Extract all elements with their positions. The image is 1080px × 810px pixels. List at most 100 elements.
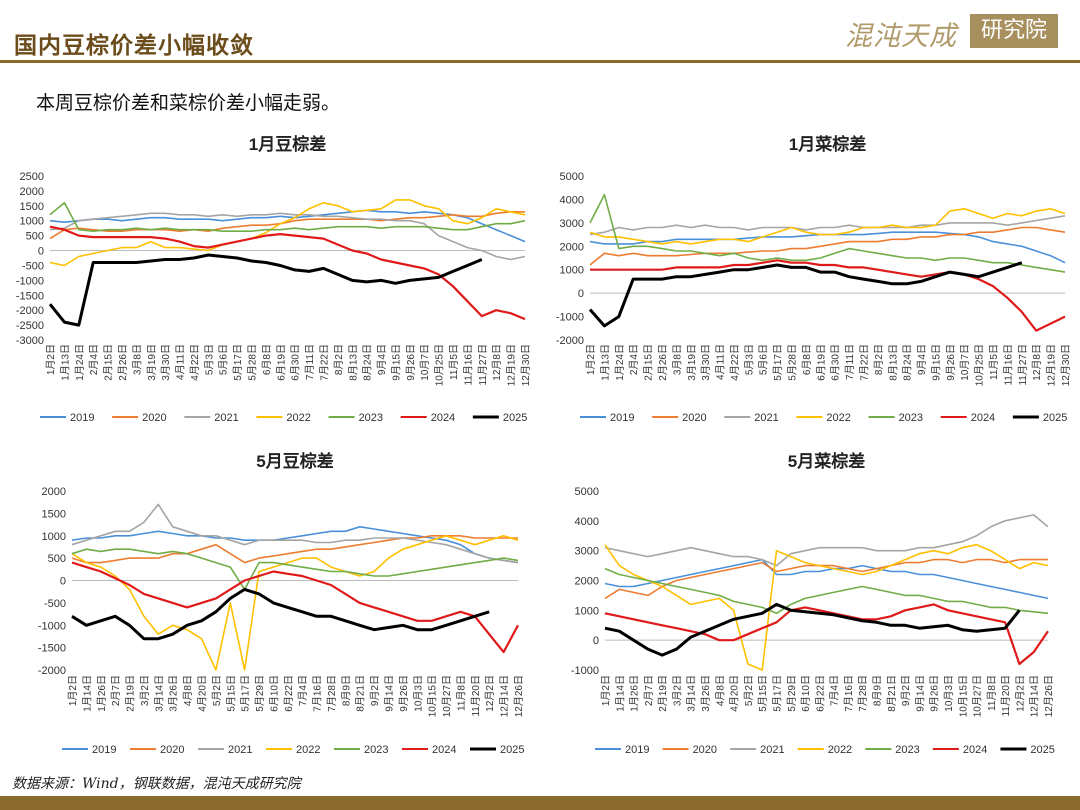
x-tick-label: 2月19日 [657, 675, 669, 712]
series-line-2025 [71, 587, 490, 641]
x-tick-label: 6月19日 [815, 344, 827, 381]
x-tick-label: 10月25日 [434, 344, 446, 386]
x-tick-label: 7月22日 [858, 344, 870, 381]
x-tick-label: 12月8日 [1031, 344, 1043, 381]
series-line-2019 [604, 558, 1049, 600]
x-tick-label: 3月30日 [160, 344, 172, 381]
x-tick-label: 6月19日 [275, 344, 287, 381]
x-tick-label: 2月4日 [88, 344, 100, 375]
x-tick-label: 9月26日 [945, 344, 957, 381]
series-line-2021 [71, 503, 519, 564]
y-tick-label: 1500 [20, 201, 44, 213]
x-tick-label: 4月22日 [189, 344, 201, 381]
x-tick-label: 1月2日 [585, 344, 597, 375]
series-line-2019 [589, 231, 1066, 264]
series-line-2023 [49, 202, 526, 232]
x-tick-label: 11月20日 [470, 675, 482, 717]
legend-label: 2022 [826, 412, 850, 424]
series-line-2024 [71, 561, 519, 654]
x-tick-label: 3月26日 [168, 675, 180, 712]
legend-item-2022: 2022 [256, 412, 311, 424]
legend-item-2025: 2025 [1012, 412, 1067, 424]
x-tick-label: 10月27日 [972, 675, 984, 717]
x-tick-label: 2月15日 [643, 344, 655, 381]
x-tick-label: 12月30日 [1060, 344, 1072, 386]
series-line-2022 [71, 535, 519, 671]
x-tick-label: 6月8日 [261, 344, 273, 375]
y-tick-label: 1000 [20, 216, 44, 228]
page-title: 国内豆棕价差小幅收敛 [14, 32, 254, 59]
series-line-2022 [49, 199, 526, 267]
legend-label: 2024 [432, 744, 456, 756]
series-line-2023 [604, 567, 1049, 615]
x-tick-label: 3月2日 [671, 675, 683, 706]
x-tick-label: 9月2日 [900, 675, 912, 706]
legend-item-2020: 2020 [112, 412, 167, 424]
x-tick-label: 9月4日 [376, 344, 388, 375]
y-tick-label: -2000 [16, 305, 44, 317]
y-tick-label: 500 [26, 231, 44, 243]
x-tick-label: 2月7日 [110, 675, 122, 706]
legend-label: 2020 [160, 744, 184, 756]
x-tick-label: 5月29日 [786, 675, 798, 712]
x-tick-label: 1月26日 [629, 675, 641, 712]
x-tick-label: 5月6日 [758, 344, 770, 375]
chart-title: 1月豆棕差 [249, 134, 326, 154]
y-tick-label: -1000 [571, 665, 599, 677]
x-tick-label: 5月29日 [254, 675, 266, 712]
x-tick-label: 4月8日 [182, 675, 194, 706]
legend-label: 2024 [431, 412, 455, 424]
x-tick-label: 9月2日 [369, 675, 381, 706]
x-tick-label: 10月7日 [959, 344, 971, 381]
x-tick-label: 7月11日 [304, 344, 316, 380]
y-tick-label: 2000 [575, 576, 599, 588]
x-tick-label: 5月17日 [240, 675, 252, 712]
x-tick-label: 9月15日 [930, 344, 942, 381]
series-line-2022 [604, 543, 1049, 671]
x-tick-label: 6月10日 [800, 675, 812, 712]
x-tick-label: 3月26日 [700, 675, 712, 712]
x-tick-label: 12月26日 [513, 675, 525, 717]
y-tick-label: 1000 [575, 605, 599, 617]
x-tick-label: 7月16日 [843, 675, 855, 712]
chart-title: 1月菜棕差 [789, 134, 866, 154]
y-tick-label: 2000 [560, 241, 584, 253]
x-tick-label: 5月2日 [743, 675, 755, 706]
x-tick-label: 11月27日 [477, 344, 489, 386]
x-tick-label: 10月15日 [957, 675, 969, 717]
legend-item-2022: 2022 [266, 744, 320, 756]
x-tick-label: 10月15日 [427, 675, 439, 717]
legend-label: 2019 [70, 412, 94, 424]
legend-item-2021: 2021 [198, 744, 252, 756]
x-tick-label: 11月16日 [1002, 344, 1014, 386]
x-tick-label: 11月27日 [1017, 344, 1029, 386]
legend-item-2025: 2025 [472, 412, 527, 424]
x-tick-label: 4月20日 [729, 675, 741, 712]
x-tick-label: 1月26日 [96, 675, 108, 712]
x-tick-label: 12月2日 [1014, 675, 1026, 712]
legend-label: 2020 [682, 412, 706, 424]
x-tick-label: 10月25日 [974, 344, 986, 386]
x-tick-label: 5月6日 [218, 344, 230, 375]
y-tick-label: -2000 [556, 335, 584, 347]
series-line-2024 [590, 259, 1066, 332]
x-tick-label: 5月28日 [247, 344, 259, 381]
series-line-2025 [588, 261, 1023, 328]
series-line-2024 [604, 603, 1049, 666]
y-tick-label: -2000 [38, 665, 66, 677]
y-tick-label: 500 [48, 553, 66, 565]
x-tick-label: 6月22日 [814, 675, 826, 712]
x-tick-label: 10月3日 [412, 675, 424, 712]
y-tick-label: 0 [38, 246, 44, 258]
x-tick-label: 3月19日 [146, 344, 158, 381]
x-tick-label: 2月7日 [643, 675, 655, 706]
legend-item-2021: 2021 [184, 412, 239, 424]
series-line-2023 [589, 193, 1066, 273]
series-line-2020 [604, 558, 1048, 600]
series-line-2024 [49, 225, 526, 321]
y-tick-label: -1000 [16, 275, 44, 287]
legend-label: 2019 [92, 744, 116, 756]
x-tick-label: 11月5日 [448, 344, 460, 380]
x-tick-label: 3月8日 [131, 344, 143, 375]
